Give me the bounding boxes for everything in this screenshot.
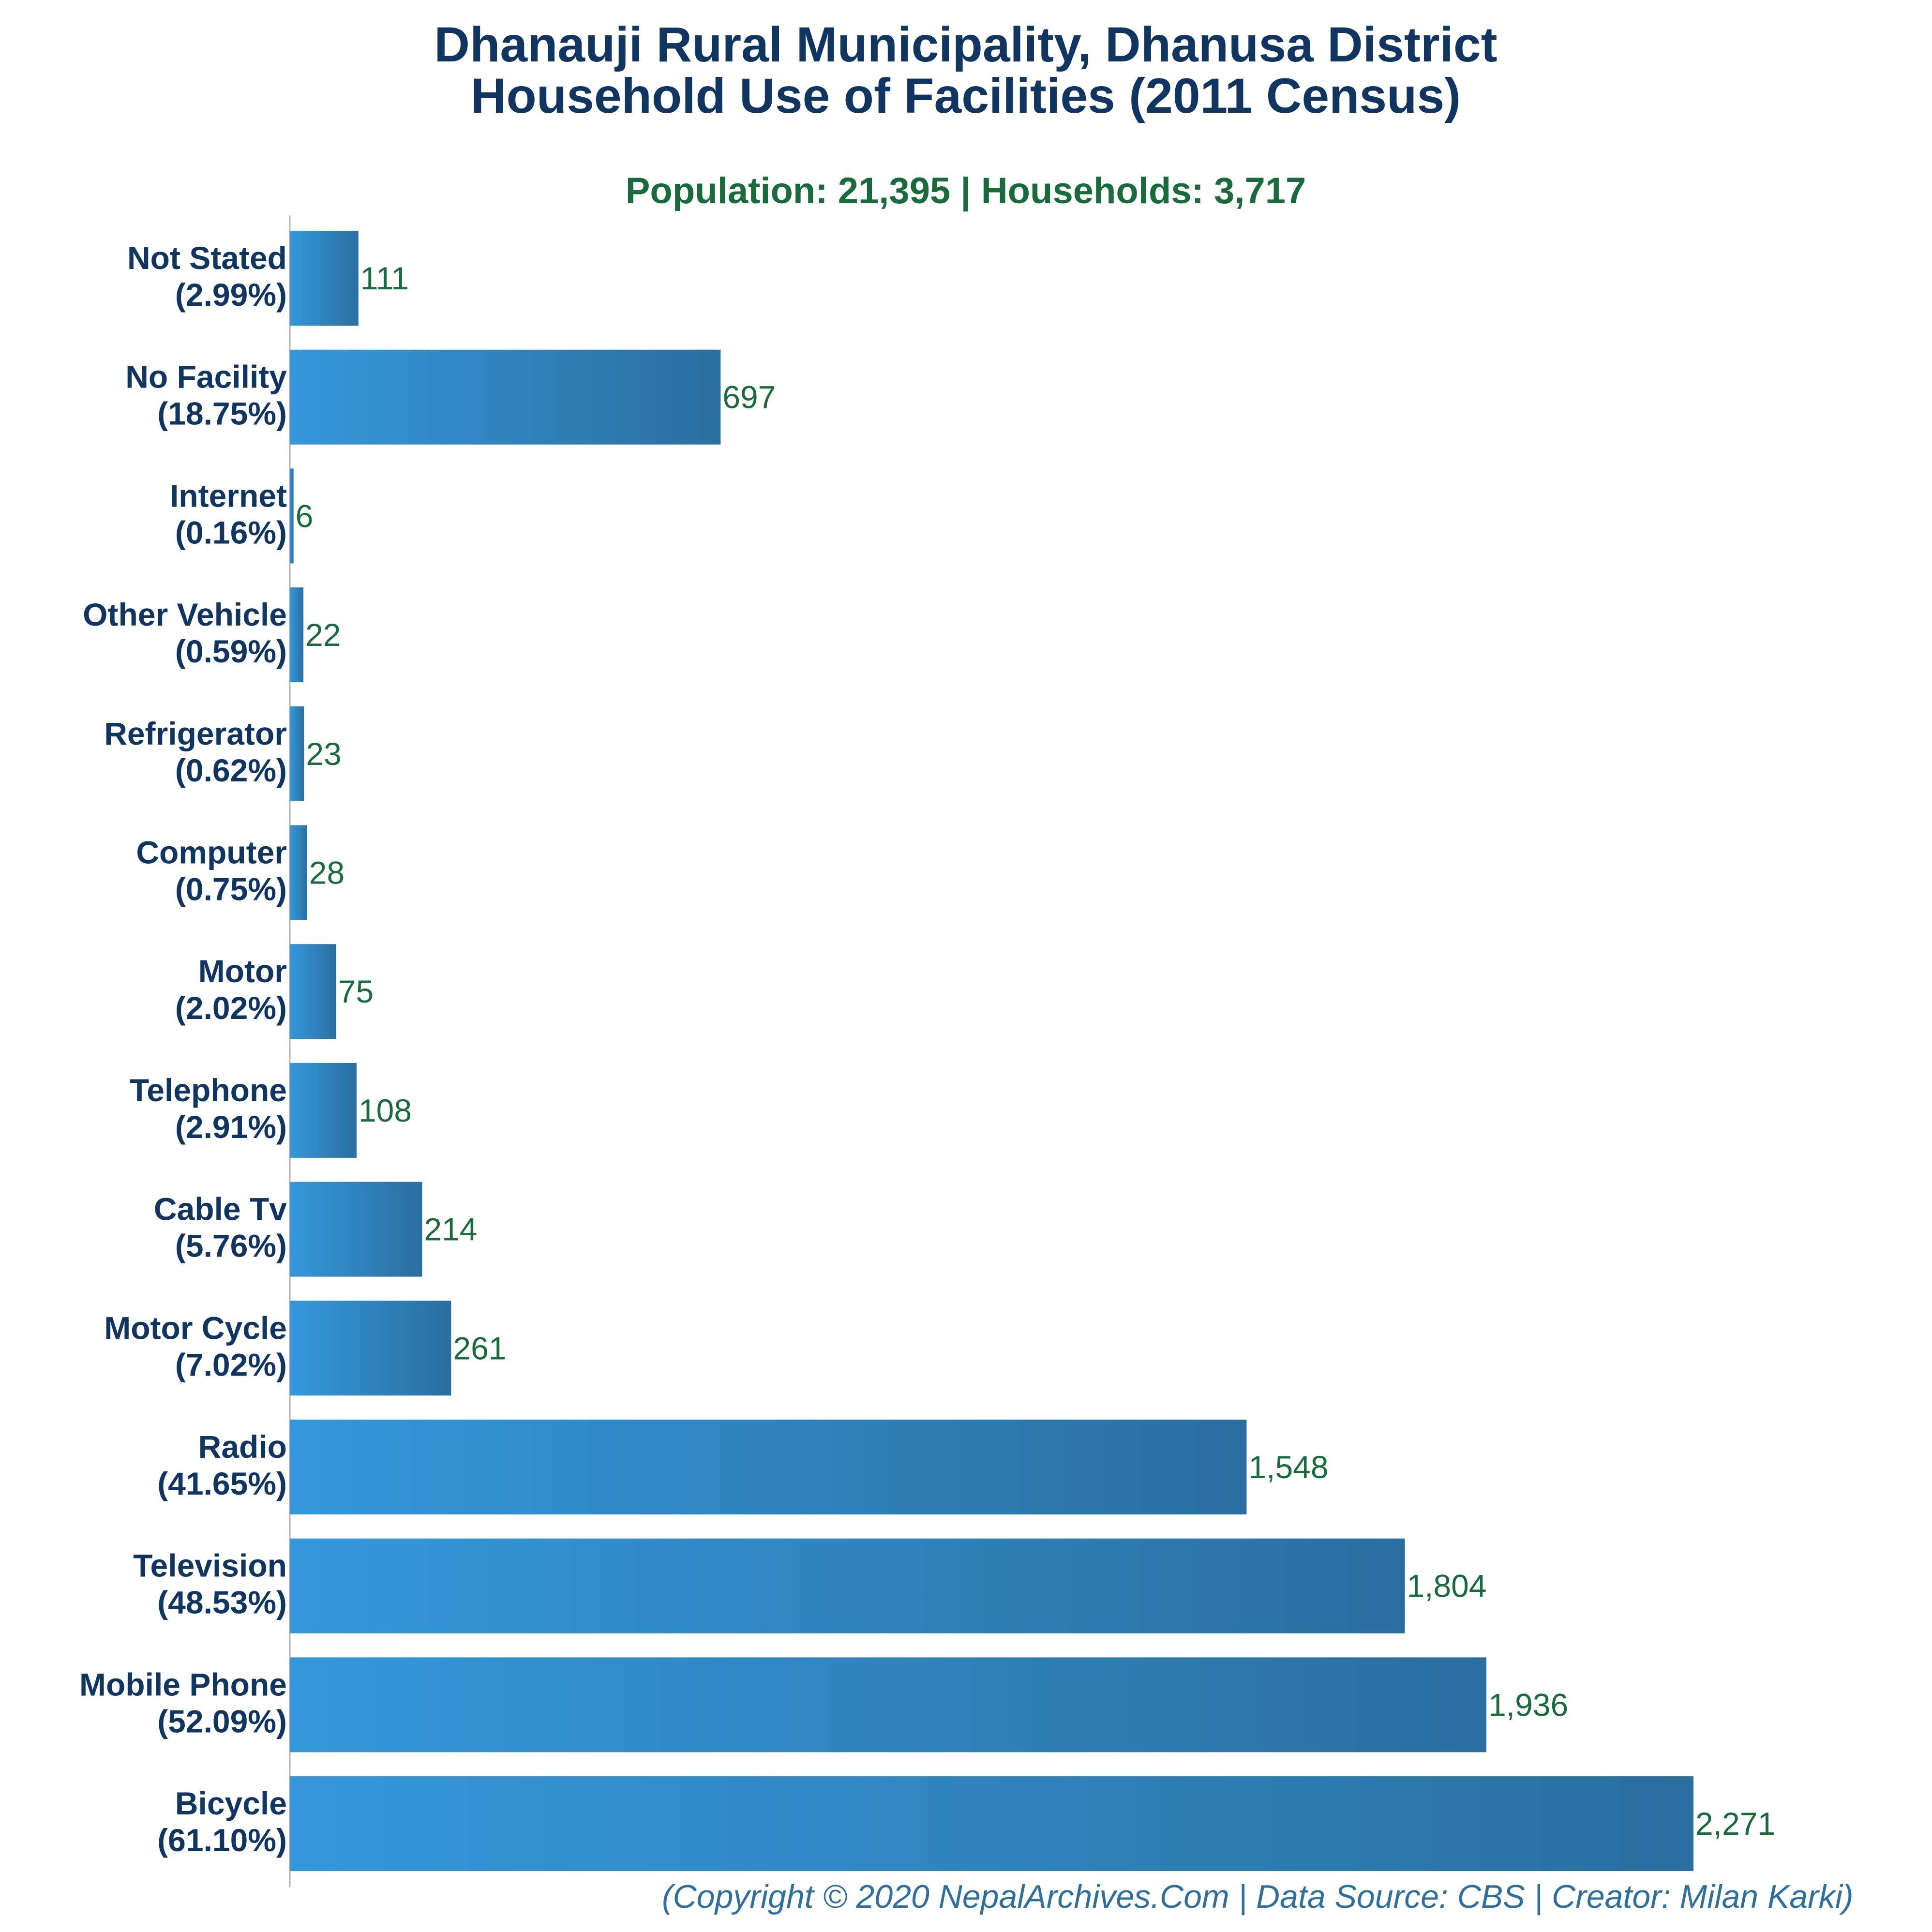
category-label-cable-tv: Cable Tv <box>154 1191 287 1227</box>
category-label-bicycle: Bicycle <box>175 1785 287 1821</box>
percent-label-refrigerator: (0.62%) <box>175 752 287 788</box>
value-label-telephone: 108 <box>359 1093 412 1128</box>
chart-title-line2: Household Use of Facilities (2011 Census… <box>471 68 1461 123</box>
value-label-cable-tv: 214 <box>424 1212 477 1247</box>
value-label-computer: 28 <box>309 855 344 891</box>
category-label-no-facility: No Facility <box>125 359 287 395</box>
bar-internet <box>290 468 294 564</box>
value-label-bicycle: 2,271 <box>1695 1806 1775 1842</box>
percent-label-computer: (0.75%) <box>175 871 287 907</box>
bar-cable-tv <box>290 1182 422 1277</box>
chart-title-line1: Dhanauji Rural Municipality, Dhanusa Dis… <box>434 17 1497 72</box>
category-label-mobile-phone: Mobile Phone <box>79 1666 287 1702</box>
bar-radio <box>290 1420 1247 1514</box>
percent-label-radio: (41.65%) <box>157 1466 287 1501</box>
percent-label-motor-cycle: (7.02%) <box>175 1347 287 1382</box>
category-label-motor: Motor <box>198 953 287 989</box>
percent-label-mobile-phone: (52.09%) <box>157 1703 287 1739</box>
category-label-telephone: Telephone <box>130 1072 287 1108</box>
bar-television <box>290 1538 1405 1633</box>
value-label-motor-cycle: 261 <box>453 1330 506 1366</box>
value-label-refrigerator: 23 <box>306 736 341 772</box>
bar-bicycle <box>290 1776 1693 1872</box>
bar-computer <box>290 825 307 920</box>
category-label-not-stated: Not Stated <box>127 240 287 276</box>
category-label-radio: Radio <box>198 1429 287 1465</box>
value-label-radio: 1,548 <box>1248 1449 1328 1485</box>
value-label-other-vehicle: 22 <box>305 617 341 653</box>
value-label-internet: 6 <box>296 498 314 534</box>
percent-label-telephone: (2.91%) <box>175 1109 287 1145</box>
chart-subtitle: Population: 21,395 | Households: 3,717 <box>626 170 1306 212</box>
bar-no-facility <box>290 349 721 445</box>
percent-label-cable-tv: (5.76%) <box>175 1228 287 1264</box>
value-label-not-stated: 111 <box>360 260 409 296</box>
bar-not-stated <box>290 231 359 326</box>
bar-telephone <box>290 1063 357 1158</box>
category-label-internet: Internet <box>170 478 287 513</box>
percent-label-television: (48.53%) <box>157 1585 287 1620</box>
percent-label-motor: (2.02%) <box>175 990 287 1026</box>
percent-label-internet: (0.16%) <box>175 514 287 550</box>
category-label-television: Television <box>133 1548 287 1584</box>
category-label-motor-cycle: Motor Cycle <box>104 1310 287 1346</box>
percent-label-other-vehicle: (0.59%) <box>175 633 287 669</box>
percent-label-bicycle: (61.10%) <box>157 1822 287 1858</box>
value-label-television: 1,804 <box>1407 1568 1486 1604</box>
category-label-other-vehicle: Other Vehicle <box>83 597 287 632</box>
value-label-no-facility: 697 <box>722 379 776 415</box>
percent-label-no-facility: (18.75%) <box>157 396 287 432</box>
chart-footer: (Copyright © 2020 NepalArchives.Com | Da… <box>662 1878 1854 1915</box>
value-label-motor: 75 <box>338 973 374 1009</box>
category-label-computer: Computer <box>136 835 287 870</box>
percent-label-not-stated: (2.99%) <box>175 277 287 313</box>
bar-other-vehicle <box>290 587 304 683</box>
category-label-refrigerator: Refrigerator <box>104 716 287 751</box>
bar-motor-cycle <box>290 1301 451 1396</box>
bar-mobile-phone <box>290 1657 1487 1752</box>
bar-refrigerator <box>290 706 304 801</box>
bars-layer: Not Stated(2.99%) 111 No Facility(18.75%) 6… <box>79 231 1775 1872</box>
bar-motor <box>290 944 336 1039</box>
value-label-mobile-phone: 1,936 <box>1488 1687 1568 1722</box>
